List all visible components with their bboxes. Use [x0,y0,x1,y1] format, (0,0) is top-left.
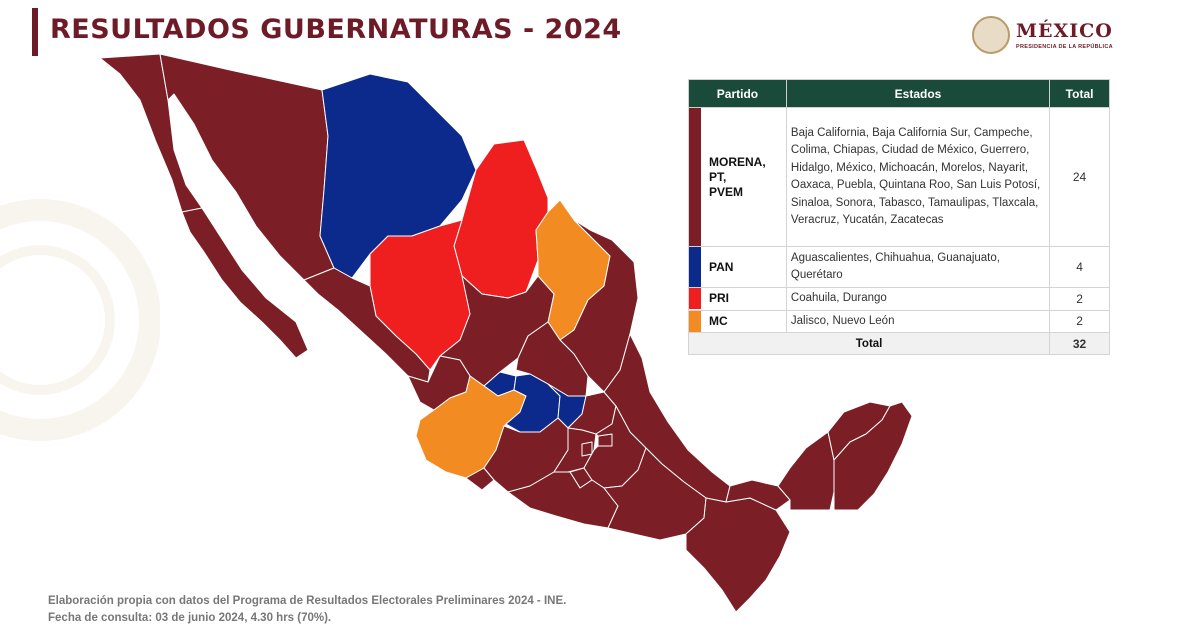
party-cell: PRI [688,287,787,311]
states-cell: Jalisco, Nuevo León [785,309,1051,333]
logo-text: MÉXICO [1016,20,1113,42]
states-cell: Coahuila, Durango [785,287,1051,311]
state-baja-california-sur [181,207,309,359]
state-ciudad-de-mexico [581,441,593,457]
party-name-line: PVEM [709,184,744,199]
header-states: Estados [785,79,1051,108]
table-row-pri: PRI Coahuila, Durango 2 [688,287,1110,311]
footer-source: Elaboración propia con datos del Program… [48,595,567,607]
table-row-mc: MC Jalisco, Nuevo León 2 [688,309,1110,333]
footer-date: Fecha de consulta: 03 de junio 2024, 4.3… [48,612,332,624]
national-seal-icon [972,16,1010,54]
party-name-line: PT, [709,169,727,184]
logo-subtitle: PRESIDENCIA DE LA REPÚBLICA [1016,44,1113,50]
total-label: Total [687,332,1051,355]
states-cell: Aguascalientes, Chihuahua, Guanajuato, Q… [785,246,1051,288]
state-quintana-roo [833,401,913,511]
header-party: Partido [688,79,787,108]
background-watermark [0,199,160,441]
mexico-map [99,53,913,613]
total-cell: 2 [1049,287,1110,311]
table-row-morena: MORENA, PT, PVEM Baja California, Baja C… [688,107,1110,247]
header-total: Total [1049,79,1110,108]
results-table: Partido Estados Total MORENA, PT, PVEM B… [687,79,1110,355]
party-cell: MC [688,309,787,333]
party-name: PAN [709,259,734,274]
table-total-row: Total 32 [687,332,1110,355]
party-color-swatch [689,247,701,287]
table-header-row: Partido Estados Total [688,79,1110,108]
total-cell: 24 [1049,107,1110,247]
party-cell: PAN [688,246,787,288]
states-cell: Baja California, Baja California Sur, Ca… [785,107,1051,247]
party-name-line: MORENA, [709,154,766,169]
title-accent-bar [32,8,38,56]
table-row-pan: PAN Aguascalientes, Chihuahua, Guanajuat… [688,246,1110,288]
party-color-swatch [689,288,701,310]
total-cell: 2 [1049,309,1110,333]
footer-note: Elaboración propia con datos del Program… [48,593,566,627]
state-sonora [159,53,335,281]
state-sinaloa [303,267,431,383]
page-title: RESULTADOS GUBERNATURAS - 2024 [50,14,622,45]
party-color-swatch [689,108,701,246]
party-name: PRI [709,291,730,306]
party-cell: MORENA, PT, PVEM [688,107,787,247]
party-color-swatch [689,310,701,332]
total-value: 32 [1049,332,1110,355]
total-cell: 4 [1049,246,1110,288]
mexico-logo: MÉXICO PRESIDENCIA DE LA REPÚBLICA [972,16,1122,58]
party-name: MC [709,313,728,328]
